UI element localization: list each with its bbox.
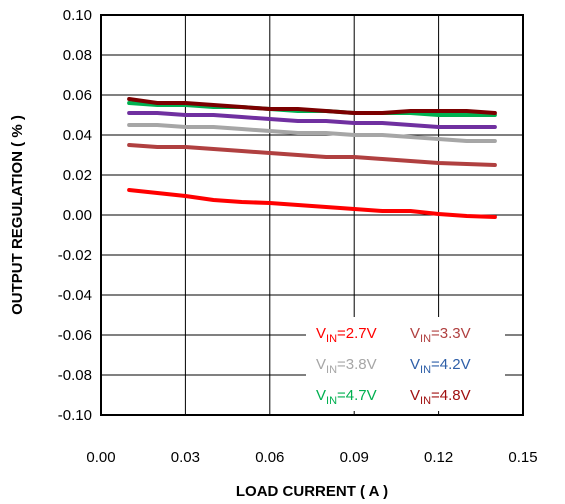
x-tick-label: 0.09 xyxy=(340,449,369,466)
x-tick-label: 0.12 xyxy=(424,449,453,466)
series-line xyxy=(127,97,497,115)
x-axis-tick-labels: 0.00 0.03 0.06 0.09 0.12 0.15 xyxy=(86,449,537,466)
series-lines xyxy=(127,97,497,219)
legend-entry: VIN=3.8V xyxy=(316,356,377,376)
plot-area-frame xyxy=(100,14,524,416)
legend-entry: VIN=2.7V xyxy=(316,325,377,345)
x-tick-label: 0.00 xyxy=(86,449,115,466)
legend-entry: VIN=3.3V xyxy=(410,325,471,345)
series-line xyxy=(127,188,497,219)
y-tick-label: -0.06 xyxy=(58,327,92,344)
legend: VIN=2.7V VIN=3.3V VIN=3.8V VIN=4.2V VIN=4.7V… xyxy=(306,317,505,411)
legend-entry: VIN=4.7V xyxy=(316,387,377,407)
x-tick-label: 0.03 xyxy=(171,449,200,466)
y-tick-label: 0.04 xyxy=(63,127,92,144)
y-tick-label: 0.02 xyxy=(63,167,92,184)
legend-background xyxy=(306,317,505,411)
x-tick-label: 0.15 xyxy=(508,449,537,466)
series-line xyxy=(127,143,497,167)
y-axis-title: OUTPUT REGULATION ( % ) xyxy=(9,115,26,315)
legend-entry: VIN=4.2V xyxy=(410,356,471,376)
x-tick-label: 0.06 xyxy=(255,449,284,466)
y-tick-label: 0.06 xyxy=(63,87,92,104)
series-line xyxy=(127,111,497,129)
y-tick-label: 0.08 xyxy=(63,47,92,64)
legend-entry: VIN=4.8V xyxy=(410,387,471,407)
y-tick-label: 0.10 xyxy=(63,7,92,24)
y-tick-label: -0.08 xyxy=(58,367,92,384)
y-tick-label: -0.04 xyxy=(58,287,92,304)
y-tick-label: 0.00 xyxy=(63,207,92,224)
y-tick-label: -0.10 xyxy=(58,407,92,424)
series-line xyxy=(127,123,497,143)
x-axis-title: LOAD CURRENT ( A ) xyxy=(236,483,388,500)
y-tick-label: -0.02 xyxy=(58,247,92,264)
y-axis-tick-labels: 0.10 0.08 0.06 0.04 0.02 0.00 -0.02 -0.04 -0.06 -… xyxy=(58,7,92,424)
